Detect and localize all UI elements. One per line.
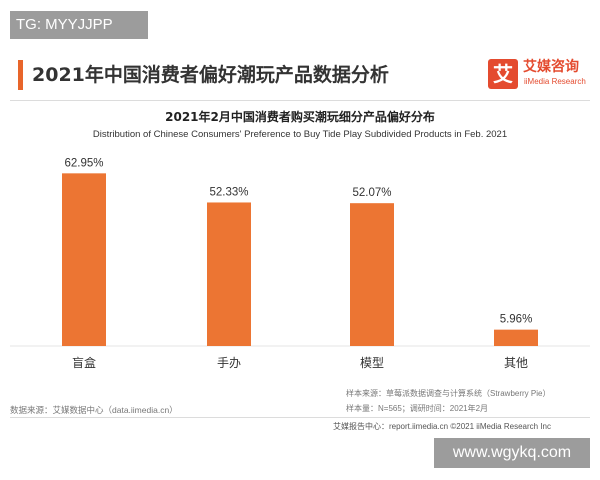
bar-chart: 62.95% 盲盒 52.33% 手办 52.07% 模型 5.96% 其他 bbox=[10, 157, 590, 370]
data-source-note: 数据来源：艾媒数据中心（data.iimedia.cn） bbox=[10, 405, 178, 415]
logo-mark-icon: 艾 bbox=[488, 59, 518, 89]
category-label-3: 模型 bbox=[360, 356, 384, 370]
bar-value-label-3: 52.07% bbox=[352, 187, 391, 199]
bar-value-label-4: 5.96% bbox=[500, 314, 533, 326]
report-center-note: 艾媒报告中心：report.iimedia.cn ©2021 iiMedia R… bbox=[333, 422, 551, 431]
bar-3 bbox=[350, 203, 394, 346]
chart-subtitle: Distribution of Chinese Consumers' Prefe… bbox=[92, 129, 508, 140]
tg-tag: TG: MYYJJPP bbox=[10, 11, 148, 39]
category-label-4: 其他 bbox=[504, 356, 528, 370]
header-accent-bar bbox=[18, 60, 23, 90]
watermark-badge: www.wgykq.com bbox=[434, 438, 590, 468]
chart-title: 2021年2月中国消费者购买潮玩细分产品偏好分布 bbox=[165, 110, 435, 124]
logo-name-cn: 艾媒咨询 bbox=[523, 59, 579, 75]
sample-source-note: 样本来源：草莓派数据调查与计算系统（Strawberry Pie） bbox=[346, 389, 551, 398]
bar-value-label-2: 52.33% bbox=[209, 186, 248, 198]
logo-name-en: iiMedia Research bbox=[524, 77, 586, 86]
bar-2 bbox=[207, 202, 251, 346]
footer-divider bbox=[10, 417, 590, 418]
bar-4 bbox=[494, 329, 538, 346]
category-label-2: 手办 bbox=[217, 355, 241, 370]
header-divider bbox=[10, 100, 590, 101]
bar-1 bbox=[62, 173, 106, 346]
category-label-1: 盲盒 bbox=[72, 355, 96, 370]
bar-value-label-1: 62.95% bbox=[64, 157, 103, 169]
page-title: 2021年中国消费者偏好潮玩产品数据分析 bbox=[32, 64, 389, 86]
sample-info-note: 样本量：N=565；调研时间：2021年2月 bbox=[346, 404, 489, 413]
iimedia-logo: 艾 艾媒咨询 iiMedia Research bbox=[488, 59, 598, 93]
